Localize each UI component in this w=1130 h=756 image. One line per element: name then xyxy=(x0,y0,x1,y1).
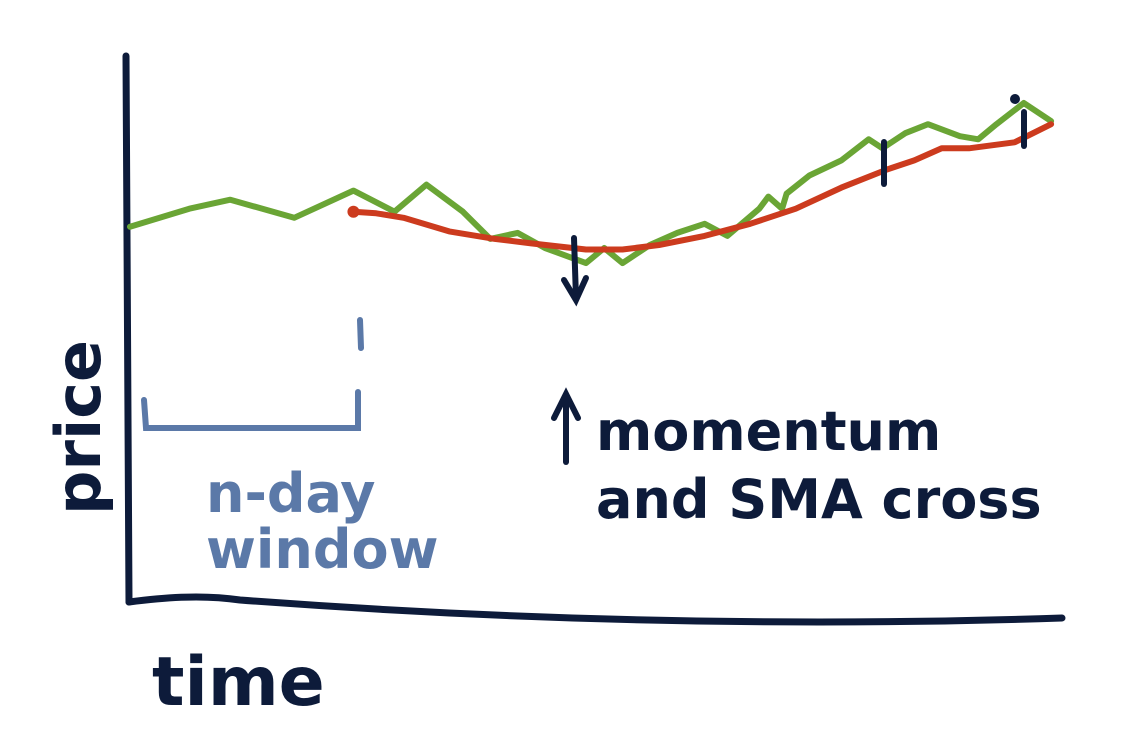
x-axis xyxy=(125,593,1066,626)
y-axis-label: price xyxy=(42,340,115,515)
sma-start-marker xyxy=(347,205,360,218)
x-axis-label: time xyxy=(152,643,325,722)
window-label-line1: n-day xyxy=(206,462,376,525)
cross-label-line2: and SMA cross xyxy=(596,468,1042,531)
series-line-sma xyxy=(350,121,1055,253)
down-arrow-icon xyxy=(561,235,589,307)
series-line-price xyxy=(127,100,1055,267)
window-label-line2: window xyxy=(206,518,438,581)
gap-tick-marks xyxy=(881,94,1027,187)
cross-label-line1: momentum xyxy=(596,400,941,463)
window-bracket xyxy=(141,317,364,431)
y-axis xyxy=(122,52,133,606)
up-arrow-icon xyxy=(551,387,581,465)
